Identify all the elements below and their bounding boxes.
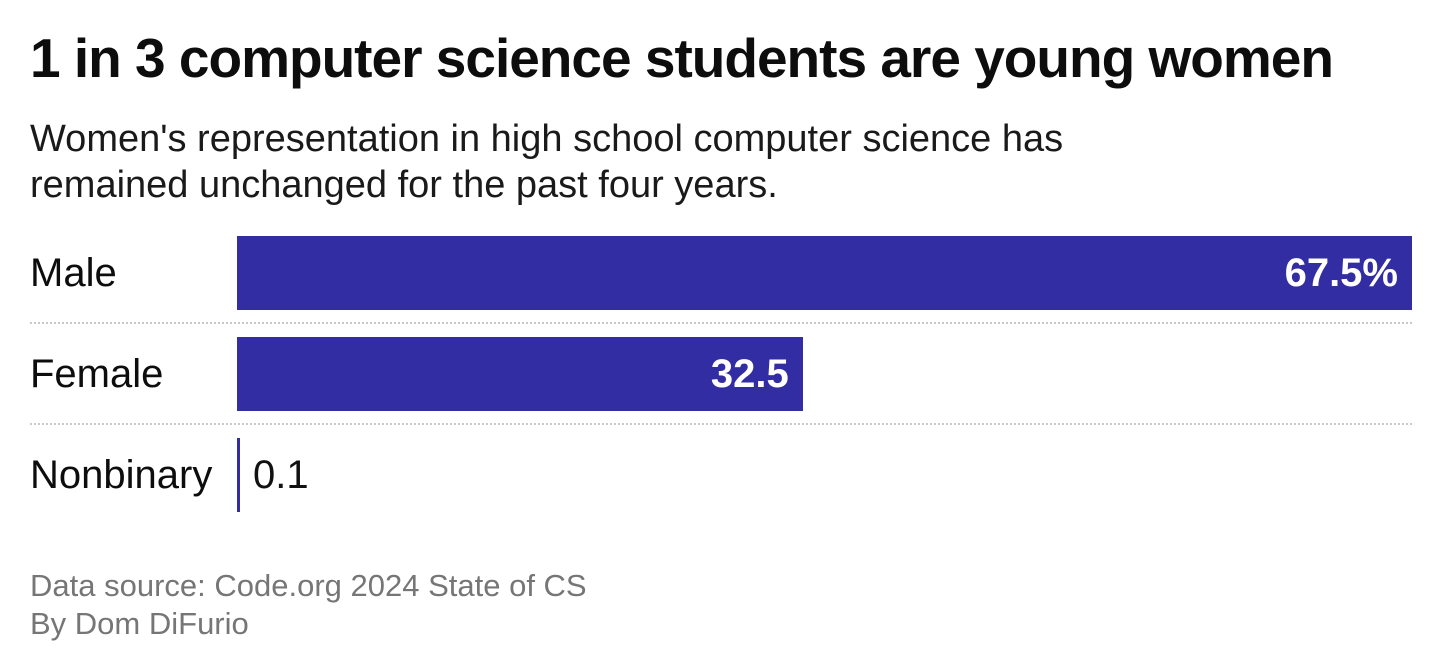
bar-row-male: Male 67.5%: [30, 235, 1412, 310]
byline: By Dom DiFurio: [30, 605, 249, 641]
value-label-nonbinary: 0.1: [253, 452, 309, 497]
chart-subtitle-line-2: remained unchanged for the past four yea…: [30, 163, 778, 206]
chart-subtitle-line-1: Women's representation in high school co…: [30, 117, 1064, 160]
category-label-female: Female: [30, 351, 164, 396]
chart-subtitle: Women's representation in high school co…: [30, 116, 1412, 208]
bar-nonbinary: [237, 437, 240, 512]
chart-title: 1 in 3 computer science students are you…: [30, 27, 1334, 89]
bar-row-female: Female 32.5: [30, 336, 1412, 411]
bar-female: 32.5: [237, 336, 803, 411]
bar-track-male: 67.5%: [237, 235, 1412, 310]
row-separator: [30, 321, 1412, 324]
bar-track-nonbinary: 0.1: [237, 437, 1412, 512]
value-label-male: 67.5%: [1284, 250, 1398, 295]
row-separator: [30, 422, 1412, 425]
bar-male: 67.5%: [237, 235, 1412, 310]
bar-track-female: 32.5: [237, 336, 1412, 411]
category-label-male: Male: [30, 250, 117, 295]
category-label-nonbinary: Nonbinary: [30, 452, 213, 497]
bar-row-nonbinary: Nonbinary 0.1: [30, 437, 1412, 512]
value-label-female: 32.5: [710, 351, 789, 396]
bar-chart: Male 67.5% Female 32.5 Nonbinary 0.1: [30, 235, 1412, 512]
data-source-note: Data source: Code.org 2024 State of CS: [30, 567, 587, 603]
chart-footer: Data source: Code.org 2024 State of CS B…: [30, 567, 1412, 643]
